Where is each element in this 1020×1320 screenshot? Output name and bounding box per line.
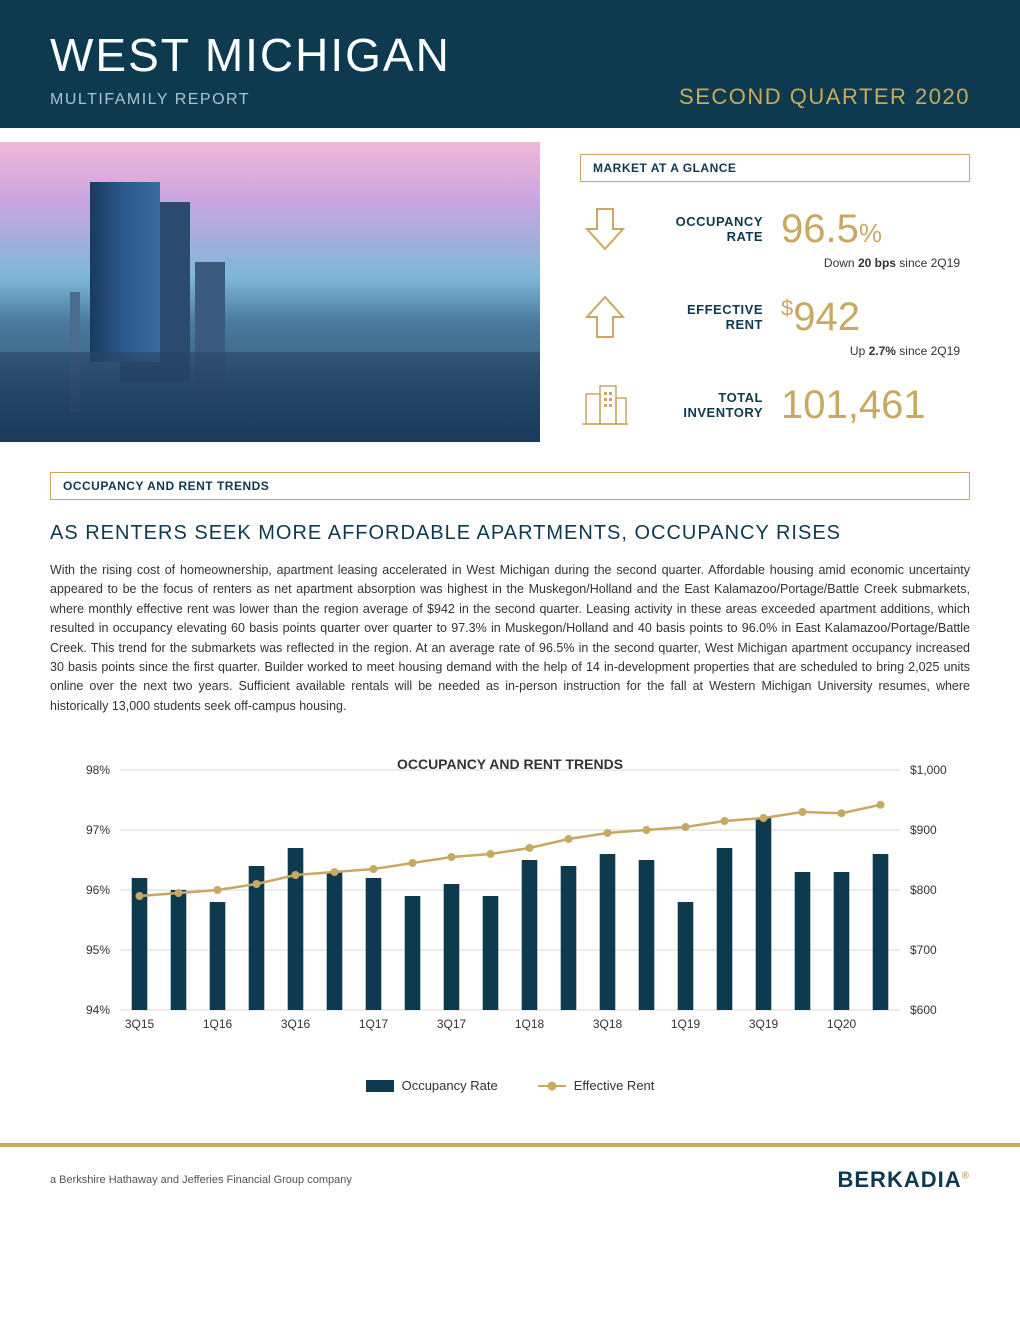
chart-legend: Occupancy Rate Effective Rent <box>50 1078 970 1093</box>
metric-labels: OCCUPANCYRATE <box>648 214 763 244</box>
svg-text:96%: 96% <box>86 883 110 897</box>
svg-text:3Q17: 3Q17 <box>437 1017 467 1031</box>
svg-text:$900: $900 <box>910 823 937 837</box>
metric-block-0: OCCUPANCYRATE 96.5% <box>580 204 970 254</box>
metric-label-top: OCCUPANCY <box>648 214 763 229</box>
content-area: OCCUPANCY AND RENT TRENDS AS RENTERS SEE… <box>0 442 1020 1113</box>
report-period: SECOND QUARTER 2020 <box>679 84 970 110</box>
metric-block-2: TOTALINVENTORY 101,461 <box>580 380 970 430</box>
metric-value: 101,461 <box>781 383 926 428</box>
metric-label-bot: RATE <box>648 229 763 244</box>
header-sub-row: MULTIFAMILY REPORT SECOND QUARTER 2020 <box>50 84 970 110</box>
svg-text:3Q15: 3Q15 <box>125 1017 155 1031</box>
metric-value: $942 <box>781 295 860 340</box>
svg-text:1Q20: 1Q20 <box>827 1017 857 1031</box>
legend-label-bar: Occupancy Rate <box>402 1078 498 1093</box>
legend-swatch-bar <box>366 1080 394 1092</box>
chart-title: OCCUPANCY AND RENT TRENDS <box>397 756 623 772</box>
legend-label-line: Effective Rent <box>574 1078 655 1093</box>
hero-row: MARKET AT A GLANCE OCCUPANCYRATE 96.5% Dow… <box>0 142 1020 442</box>
market-glance-panel: MARKET AT A GLANCE OCCUPANCYRATE 96.5% Dow… <box>570 142 1020 442</box>
trends-headline: AS RENTERS SEEK MORE AFFORDABLE APARTMEN… <box>50 522 970 545</box>
metric-label-bot: INVENTORY <box>648 405 763 420</box>
legend-item-line: Effective Rent <box>538 1078 655 1093</box>
registered-mark: ® <box>962 1171 970 1182</box>
svg-text:95%: 95% <box>86 943 110 957</box>
trends-tag: OCCUPANCY AND RENT TRENDS <box>50 472 970 500</box>
svg-text:$700: $700 <box>910 943 937 957</box>
svg-text:3Q19: 3Q19 <box>749 1017 779 1031</box>
footer-logo-text: BERKADIA <box>838 1167 962 1192</box>
svg-text:$800: $800 <box>910 883 937 897</box>
legend-item-bar: Occupancy Rate <box>366 1078 498 1093</box>
svg-text:1Q16: 1Q16 <box>203 1017 233 1031</box>
glance-tag: MARKET AT A GLANCE <box>580 154 970 182</box>
svg-text:1Q17: 1Q17 <box>359 1017 389 1031</box>
chart-container: OCCUPANCY AND RENT TRENDS 94% $600 95% $700… <box>50 750 970 1070</box>
arrow-down-icon <box>580 204 630 254</box>
building-icon <box>580 380 630 430</box>
footer: a Berkshire Hathaway and Jefferies Finan… <box>0 1143 1020 1219</box>
svg-text:3Q16: 3Q16 <box>281 1017 311 1031</box>
svg-text:3Q18: 3Q18 <box>593 1017 623 1031</box>
metric-delta: Down 20 bps since 2Q19 <box>580 256 970 270</box>
occupancy-rent-chart: 94% $600 95% $700 96% $800 97% $900 98% $1,000 3Q1… <box>50 750 970 1050</box>
metric-label-top: TOTAL <box>648 390 763 405</box>
svg-text:94%: 94% <box>86 1003 110 1017</box>
hero-image <box>0 142 540 442</box>
metric-label-top: EFFECTIVE <box>648 302 763 317</box>
svg-text:1Q18: 1Q18 <box>515 1017 545 1031</box>
trends-body: With the rising cost of homeownership, a… <box>50 561 970 716</box>
svg-text:$1,000: $1,000 <box>910 763 947 777</box>
metric-delta: Up 2.7% since 2Q19 <box>580 344 970 358</box>
metric-label-bot: RENT <box>648 317 763 332</box>
header-band: WEST MICHIGAN MULTIFAMILY REPORT SECOND … <box>0 0 1020 128</box>
arrow-up-icon <box>580 292 630 342</box>
metric-block-1: EFFECTIVERENT $942 <box>580 292 970 342</box>
svg-text:$600: $600 <box>910 1003 937 1017</box>
metric-labels: EFFECTIVERENT <box>648 302 763 332</box>
svg-text:98%: 98% <box>86 763 110 777</box>
svg-text:1Q19: 1Q19 <box>671 1017 701 1031</box>
metric-labels: TOTALINVENTORY <box>648 390 763 420</box>
page-title: WEST MICHIGAN <box>50 28 970 82</box>
legend-swatch-line <box>538 1085 566 1087</box>
footer-logo: BERKADIA® <box>838 1167 971 1193</box>
footer-text: a Berkshire Hathaway and Jefferies Finan… <box>50 1174 352 1186</box>
page-subtitle: MULTIFAMILY REPORT <box>50 91 250 109</box>
svg-text:97%: 97% <box>86 823 110 837</box>
metric-value: 96.5% <box>781 207 882 252</box>
